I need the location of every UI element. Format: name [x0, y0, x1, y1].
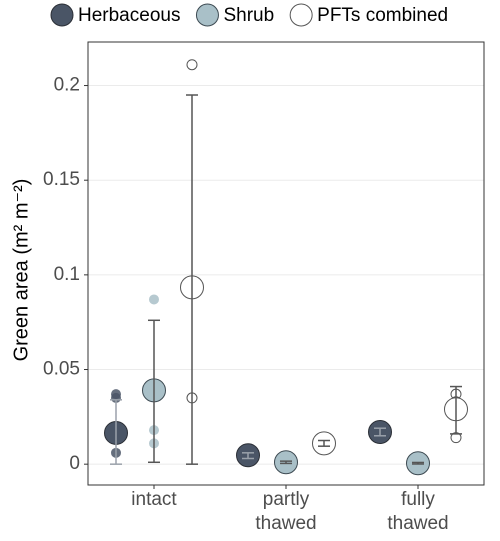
x-tick-label: fully thawed	[387, 489, 449, 534]
y-tick-label: 0.2	[54, 75, 80, 96]
x-tick-label: intact	[131, 489, 177, 510]
legend-swatch	[289, 3, 313, 27]
y-axis-label: Green area (m² m⁻²)	[10, 179, 32, 362]
y-tick-label: 0	[69, 453, 80, 474]
data-point	[186, 59, 198, 71]
panel-border	[87, 41, 485, 486]
legend-swatch	[50, 3, 74, 27]
legend-label: Shrub	[223, 5, 274, 26]
legend-label: Herbaceous	[78, 5, 180, 26]
y-tick-label: 0.05	[43, 359, 80, 380]
y-tick-label: 0.15	[43, 169, 80, 190]
data-point	[149, 294, 159, 305]
legend-label: PFTs combined	[317, 5, 448, 26]
x-tick-label: partly thawed	[255, 489, 317, 534]
y-tick-label: 0.1	[54, 264, 80, 285]
legend-swatch	[195, 3, 219, 27]
